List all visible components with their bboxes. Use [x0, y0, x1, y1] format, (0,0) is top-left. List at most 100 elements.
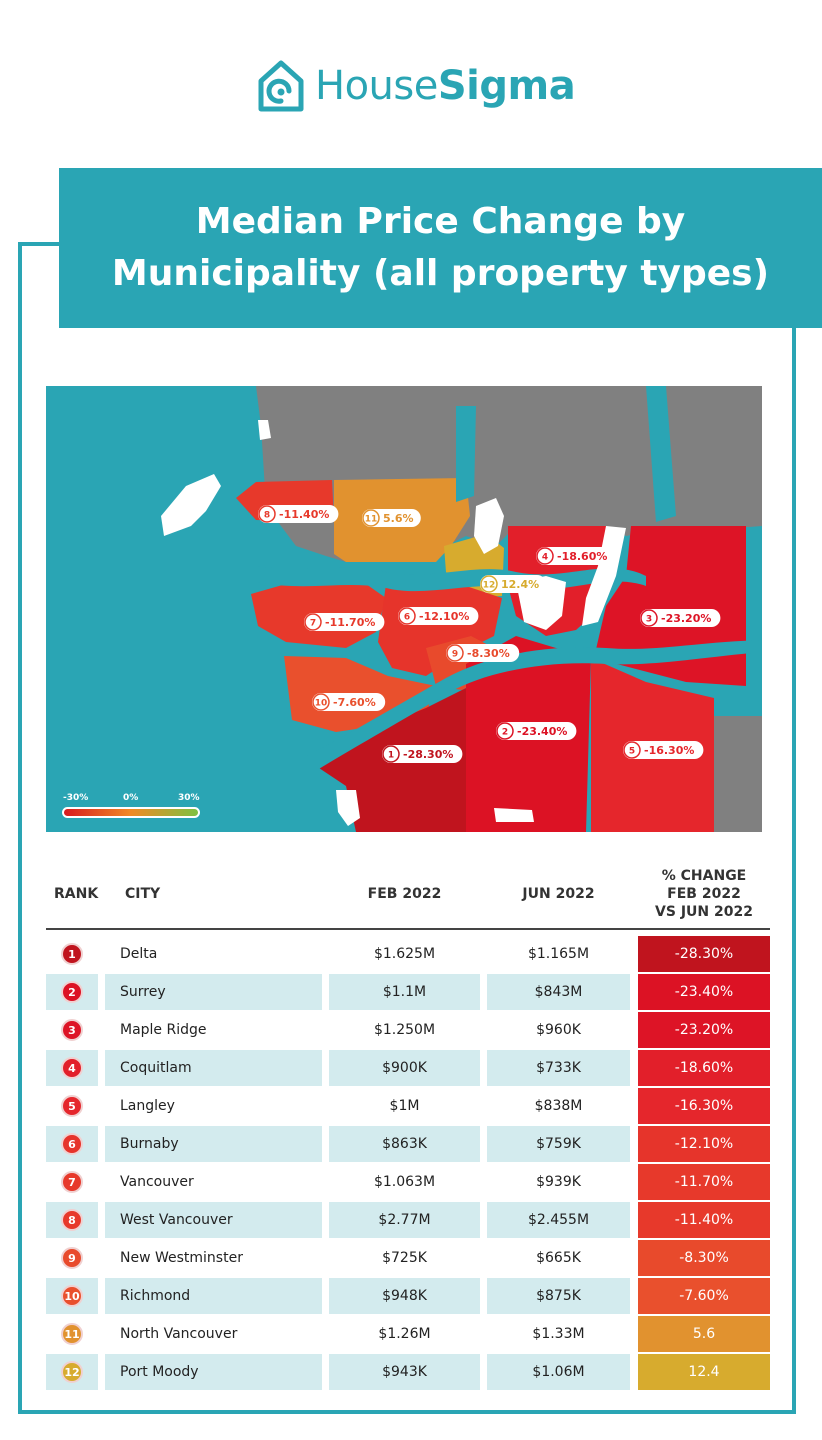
table-row: 12 Port Moody $943K $1.06M 12.4 — [46, 1354, 770, 1392]
table-row: 4 Coquitlam $900K $733K -18.60% — [46, 1050, 770, 1088]
legend-min: -30% — [63, 793, 88, 803]
map-label-rank: 9 — [452, 650, 458, 660]
header-change: % CHANGE FEB 2022 VS JUN 2022 — [655, 868, 753, 920]
change-cell: -23.40% — [638, 974, 770, 1010]
header-city: CITY — [125, 886, 161, 902]
map-label: 1 -28.30% — [382, 745, 463, 763]
feb-cell: $1.26M — [378, 1326, 431, 1342]
map-label-value: -8.30% — [467, 647, 510, 660]
jun-cell: $939K — [536, 1174, 581, 1190]
change-cell: -12.10% — [638, 1126, 770, 1162]
rank-cell: 3 — [46, 1012, 98, 1048]
rank-badge: 12 — [61, 1361, 83, 1383]
table-row: 7 Vancouver $1.063M $939K -11.70% — [46, 1164, 770, 1202]
rank-cell: 9 — [46, 1240, 98, 1276]
map-label-value: -18.60% — [557, 550, 607, 563]
feb-cell: $1.625M — [373, 946, 436, 962]
table-row: 11 North Vancouver $1.26M $1.33M 5.6 — [46, 1316, 770, 1354]
map-label-value: -7.60% — [333, 696, 376, 709]
map-label-rank: 1 — [388, 751, 394, 761]
jun-cell: $838M — [534, 1098, 583, 1114]
jun-cell: $1.33M — [532, 1326, 585, 1342]
map-label-value: 12.4% — [501, 578, 539, 591]
rank-badge: 10 — [61, 1285, 83, 1307]
legend-max: 30% — [178, 793, 200, 803]
change-cell: -8.30% — [638, 1240, 770, 1276]
jun-cell: $1.06M — [487, 1354, 630, 1390]
legend-mid: 0% — [123, 793, 138, 803]
rank-cell: 2 — [46, 974, 98, 1010]
map-label-rank: 5 — [629, 747, 635, 757]
rank-badge: 7 — [61, 1171, 83, 1193]
brand-name: HouseSigma — [315, 63, 576, 109]
map-label-rank: 3 — [646, 615, 652, 625]
feb-cell: $948K — [329, 1278, 480, 1314]
feb-cell: $900K — [329, 1050, 480, 1086]
feb-cell: $1.250M — [373, 1022, 436, 1038]
city-cell: Vancouver — [120, 1174, 194, 1190]
house-icon — [258, 60, 304, 112]
city-cell: Delta — [120, 946, 158, 962]
table-row: 8 West Vancouver $2.77M $2.455M -11.40% — [46, 1202, 770, 1240]
city-cell: Maple Ridge — [120, 1022, 207, 1038]
change-cell: -11.70% — [638, 1164, 770, 1200]
rank-cell: 6 — [46, 1126, 98, 1162]
map-label-value: -11.70% — [325, 616, 375, 629]
map-label-rank: 8 — [264, 511, 270, 521]
rank-badge: 8 — [61, 1209, 83, 1231]
map-label: 8 -11.40% — [258, 505, 339, 523]
feb-cell: $943K — [329, 1354, 480, 1390]
table-row: 1 Delta $1.625M $1.165M -28.30% — [46, 936, 770, 974]
table-row: 9 New Westminster $725K $665K -8.30% — [46, 1240, 770, 1278]
map-label: 10 -7.60% — [312, 693, 386, 711]
feb-cell: $1.063M — [373, 1174, 436, 1190]
header-jun: JUN 2022 — [522, 886, 595, 902]
rank-badge: 1 — [61, 943, 83, 965]
rank-cell: 11 — [46, 1316, 98, 1352]
change-cell: -16.30% — [638, 1088, 770, 1124]
rank-cell: 8 — [46, 1202, 98, 1238]
map-label: 9 -8.30% — [446, 644, 520, 662]
rank-cell: 1 — [46, 936, 98, 972]
map-label: 3 -23.20% — [640, 609, 721, 627]
map-label-value: -11.40% — [279, 508, 329, 521]
table-body: 1 Delta $1.625M $1.165M -28.30% 2 Surrey $1.1M $… — [46, 936, 770, 1392]
rank-cell: 5 — [46, 1088, 98, 1124]
change-cell: -11.40% — [638, 1202, 770, 1238]
city-cell: Surrey — [105, 974, 322, 1010]
city-cell: New Westminster — [120, 1250, 243, 1266]
header-rank: RANK — [54, 886, 99, 902]
city-cell: Port Moody — [105, 1354, 322, 1390]
map-label: 7 -11.70% — [304, 613, 385, 631]
map-label: 6 -12.10% — [398, 607, 479, 625]
city-cell: Richmond — [105, 1278, 322, 1314]
jun-cell: $960K — [536, 1022, 581, 1038]
map-label-rank: 7 — [310, 619, 316, 629]
rank-badge: 9 — [61, 1247, 83, 1269]
rank-badge: 5 — [61, 1095, 83, 1117]
table-row: 3 Maple Ridge $1.250M $960K -23.20% — [46, 1012, 770, 1050]
map-label: 11 5.6% — [362, 509, 421, 527]
map-label-rank: 12 — [483, 581, 496, 591]
map-label-value: -23.40% — [517, 725, 567, 738]
jun-cell: $843M — [487, 974, 630, 1010]
jun-cell: $759K — [487, 1126, 630, 1162]
map-label-rank: 4 — [542, 553, 548, 563]
map-label: 12 12.4% — [480, 575, 546, 593]
map-label-rank: 2 — [502, 728, 508, 738]
map-label-rank: 10 — [315, 699, 328, 709]
map-label-value: -12.10% — [419, 610, 469, 623]
jun-cell: $2.455M — [487, 1202, 630, 1238]
map-label-value: -28.30% — [403, 748, 453, 761]
change-cell: 12.4 — [638, 1354, 770, 1390]
table-header: RANK CITY FEB 2022 JUN 2022 % CHANGE FEB… — [46, 862, 770, 930]
change-cell: -7.60% — [638, 1278, 770, 1314]
map-label-value: -23.20% — [661, 612, 711, 625]
jun-cell: $875K — [487, 1278, 630, 1314]
rank-badge: 2 — [61, 981, 83, 1003]
price-change-map: 1 -28.30% 2 -23.40% 3 -23.20% 4 -18.60% 5 -16.30%… — [46, 386, 762, 832]
feb-cell: $863K — [329, 1126, 480, 1162]
feb-cell: $2.77M — [329, 1202, 480, 1238]
map-label-value: -16.30% — [644, 744, 694, 757]
table-row: 5 Langley $1M $838M -16.30% — [46, 1088, 770, 1126]
